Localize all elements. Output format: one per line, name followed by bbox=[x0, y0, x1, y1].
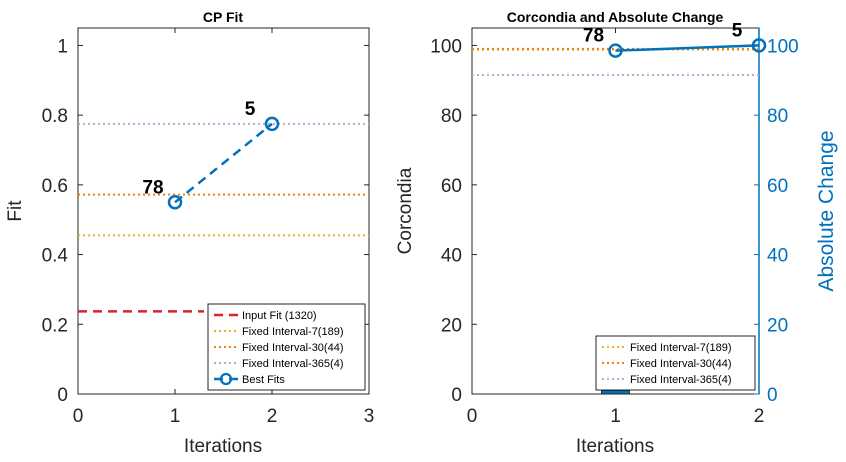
legend: Input Fit (1320) Fixed Interval-7(189) Fix… bbox=[207, 303, 366, 391]
legend-marker bbox=[219, 372, 233, 386]
data-point bbox=[167, 195, 183, 210]
y-tick-label: 0 bbox=[451, 385, 462, 406]
ylabel-right-axis: Absolute Change bbox=[815, 130, 838, 291]
legend-label: Fixed Interval-7(189) bbox=[630, 342, 732, 354]
y-tick-right-label: 80 bbox=[767, 106, 788, 127]
data-label: 5 bbox=[732, 20, 743, 41]
data-point bbox=[751, 38, 767, 53]
xlabel-right: Iterations bbox=[576, 436, 654, 457]
data-label: 5 bbox=[245, 99, 256, 120]
legend-label: Best Fits bbox=[242, 374, 285, 386]
y-tick-right-label: 0 bbox=[767, 385, 778, 406]
y-tick-label: 100 bbox=[430, 36, 462, 57]
y-tick-right-label: 60 bbox=[767, 176, 788, 197]
legend-label: Fixed Interval-365(4) bbox=[630, 374, 732, 386]
y-tick-label: 0.2 bbox=[42, 315, 68, 336]
plot-area-right bbox=[471, 27, 760, 395]
legend-label: Fixed Interval-30(44) bbox=[242, 342, 344, 354]
y-tick-label: 0.8 bbox=[42, 106, 68, 127]
legend-label: Input Fit (1320) bbox=[242, 310, 317, 322]
chart-corcondia: Corcondia and Absolute Change 0 1 20204060… bbox=[395, 9, 838, 457]
y-tick-label: 0.4 bbox=[42, 246, 69, 267]
legend-label: Fixed Interval-30(44) bbox=[630, 358, 732, 370]
data-label: 78 bbox=[583, 26, 604, 47]
bar-absolute-change bbox=[601, 390, 630, 395]
title-left: CP Fit bbox=[203, 9, 244, 25]
x-tick-label: 0 bbox=[467, 406, 478, 427]
legend-label: Fixed Interval-7(189) bbox=[242, 326, 344, 338]
chart-cp-fit: CP Fit 0 1 2 3 0 0.2 0.4 0.6 0.8 1 78 5 Input Fit (1… bbox=[5, 9, 374, 457]
x-tick-label: 2 bbox=[267, 406, 278, 427]
y-tick-right-label: 100 bbox=[767, 36, 799, 57]
legend: Fixed Interval-7(189) Fixed Interval-30(4… bbox=[595, 335, 756, 391]
y-tick-label: 20 bbox=[441, 315, 462, 336]
data-point bbox=[264, 116, 280, 132]
x-tick-label: 0 bbox=[73, 406, 84, 427]
ylabel-right: Corcondia bbox=[395, 167, 416, 254]
y-tick-label: 0.6 bbox=[42, 176, 68, 197]
y-tick-label: 60 bbox=[441, 176, 462, 197]
x-tick-label: 1 bbox=[170, 406, 181, 427]
title-right: Corcondia and Absolute Change bbox=[507, 9, 724, 25]
x-tick-label: 2 bbox=[754, 406, 765, 427]
series-line bbox=[615, 44, 760, 52]
x-tick-label: 3 bbox=[364, 406, 375, 427]
data-label: 78 bbox=[142, 177, 163, 198]
y-tick-right-label: 20 bbox=[767, 315, 788, 336]
series-line bbox=[174, 122, 273, 204]
y-tick-right-label: 40 bbox=[767, 246, 788, 267]
y-tick-label: 1 bbox=[57, 36, 68, 57]
ylabel-left: Fit bbox=[5, 200, 26, 222]
y-tick-label: 80 bbox=[441, 106, 462, 127]
xlabel-left: Iterations bbox=[184, 436, 262, 457]
y-tick-label: 0 bbox=[57, 385, 68, 406]
legend-label: Fixed Interval-365(4) bbox=[242, 358, 344, 370]
y-tick-label: 40 bbox=[441, 246, 462, 267]
data-point bbox=[608, 43, 623, 58]
x-tick-label: 1 bbox=[610, 406, 621, 427]
